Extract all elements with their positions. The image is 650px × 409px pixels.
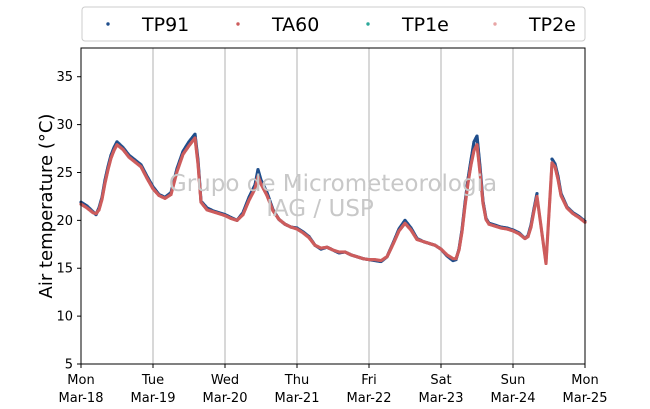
x-tick-label-day: Sun	[501, 373, 526, 388]
legend-marker	[236, 22, 240, 26]
watermark-line-2: IAG / USP	[266, 196, 374, 222]
x-tick-label-date: Mar-20	[203, 391, 248, 406]
legend-label: TP1e	[401, 14, 449, 36]
x-tick-label-date: Mar-24	[491, 391, 536, 406]
y-tick-label: 5	[65, 358, 73, 373]
x-tick-label-day: Fri	[361, 373, 377, 388]
series-layer	[79, 132, 587, 266]
x-tick-label-day: Sat	[430, 373, 451, 388]
watermark: Grupo de Micrometeorologia IAG / USP	[169, 171, 497, 222]
x-tick-label-date: Mar-19	[131, 391, 176, 406]
y-tick-label: 35	[56, 70, 73, 85]
x-axis: Mon Mar-18 Tue Mar-19 Wed Mar-20 Thu Mar-21 Fri M…	[59, 364, 608, 406]
y-tick-label: 20	[56, 214, 73, 229]
x-tick-label-date: Mar-18	[59, 391, 104, 406]
x-tick-label-date: Mar-21	[275, 391, 320, 406]
y-tick-label: 25	[56, 166, 73, 181]
legend-marker	[366, 22, 370, 26]
x-tick-label-day: Thu	[284, 373, 309, 388]
legend-marker	[106, 22, 110, 26]
y-tick-label: 10	[56, 310, 73, 325]
plot-frame	[80, 47, 586, 365]
y-axis: 5 10 15 20 25 30 35	[56, 70, 81, 373]
x-tick-label-date: Mar-25	[563, 391, 608, 406]
x-tick-label-day: Mon	[67, 373, 94, 388]
watermark-line-1: Grupo de Micrometeorologia	[169, 171, 497, 197]
x-tick-label-day: Wed	[211, 373, 239, 388]
vertical-gridlines	[152, 48, 514, 364]
y-tick-label: 30	[56, 118, 73, 133]
x-tick-label-date: Mar-22	[347, 391, 392, 406]
legend-label: TA60	[271, 14, 319, 36]
y-tick-label: 15	[56, 262, 73, 277]
legend: TP91 TA60 TP1e TP2e	[81, 6, 586, 42]
legend-frame	[81, 6, 586, 42]
legend-marker	[493, 22, 497, 26]
legend-label: TP91	[141, 14, 189, 36]
x-tick-label-day: Tue	[141, 373, 164, 388]
y-axis-label: Air temperature (°C)	[36, 114, 57, 299]
legend-label: TP2e	[528, 14, 576, 36]
x-tick-label-date: Mar-23	[419, 391, 464, 406]
data-point	[535, 191, 539, 196]
x-tick-label-day: Mon	[571, 373, 598, 388]
series-ta60	[79, 136, 587, 266]
